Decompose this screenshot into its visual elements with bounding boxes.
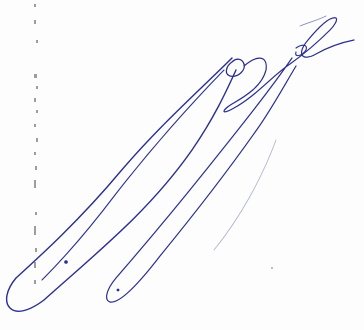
signature-swash-stroke bbox=[223, 17, 355, 113]
signature-ink-dot bbox=[116, 288, 120, 292]
scanned-edge-marks bbox=[34, 4, 38, 284]
signature-inner-stroke bbox=[41, 69, 225, 281]
signature-top-loop-stroke bbox=[225, 58, 245, 77]
signature-main-loop-stroke bbox=[5, 57, 237, 312]
signature-faint-tail-stroke bbox=[213, 139, 277, 251]
signature-second-loop-stroke bbox=[106, 57, 297, 303]
signature-trailing-stroke bbox=[299, 15, 327, 27]
signature-ink-dot bbox=[64, 260, 68, 264]
signature-ink-dot bbox=[271, 267, 273, 269]
signature-hook-stroke bbox=[295, 44, 307, 57]
